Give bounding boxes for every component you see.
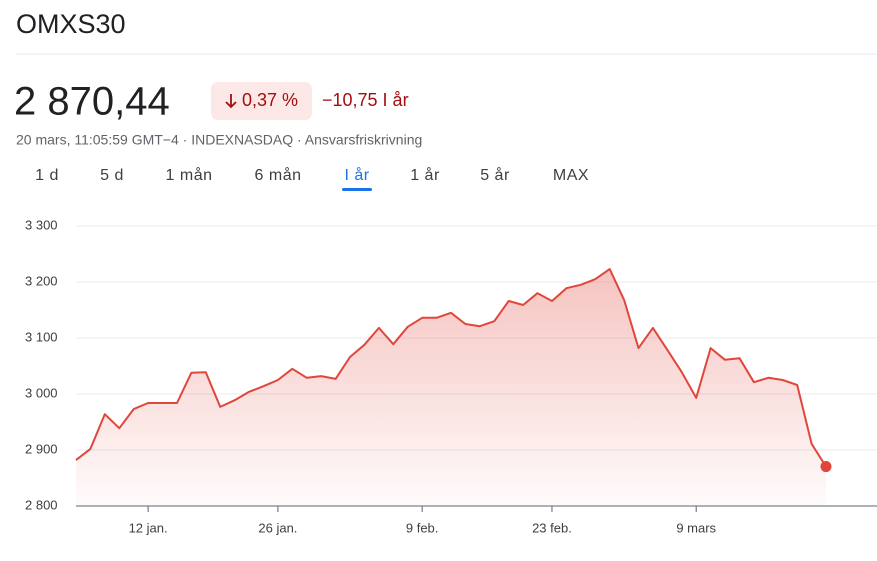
chart: 2 800 2 900 3 000 3 100 3 200 3 300 12 jan. 26 … — [25, 217, 877, 535]
line — [75, 268, 827, 468]
y-tick-label: 3 200 — [25, 273, 58, 288]
active-tab-indicator — [342, 188, 372, 191]
x-tick-label: 9 feb. — [406, 520, 439, 535]
range-tab[interactable]: 1 d — [35, 167, 59, 184]
y-tick-label: 3 100 — [25, 329, 58, 344]
y-tick-label: 2 800 — [25, 497, 58, 512]
range-tab[interactable]: 5 år — [480, 166, 510, 184]
range-tab[interactable]: 1 mån — [166, 166, 213, 184]
x-tick-label: 23 feb. — [532, 520, 572, 535]
range-tab[interactable]: MAX — [553, 167, 589, 184]
down-arrow — [225, 94, 237, 109]
range-tab[interactable]: 5 d — [100, 167, 124, 184]
change-abs: −10,75 I år — [322, 90, 409, 110]
meta: 20 mars, 11:05:59 GMT−4 · INDEXNASDAQ · … — [16, 132, 422, 148]
range-tab[interactable]: I år — [344, 166, 369, 184]
last-point — [820, 461, 832, 473]
price: 2 870,44 — [14, 80, 170, 124]
range-tab[interactable]: 1 år — [410, 166, 440, 184]
range-tab[interactable]: 6 mån — [255, 166, 302, 184]
y-tick-label: 3 300 — [25, 217, 58, 232]
y-tick-label: 3 000 — [25, 385, 58, 400]
area — [76, 269, 826, 506]
x-tick-label: 26 jan. — [258, 520, 297, 535]
title: OMXS30 — [16, 9, 126, 39]
change-pct: 0,37 % — [242, 90, 298, 110]
x-tick-label: 9 mars — [676, 520, 716, 535]
change-badge — [211, 82, 312, 120]
x-tick-label: 12 jan. — [129, 520, 168, 535]
y-tick-label: 2 900 — [25, 441, 58, 456]
range-tabs: 1 d 5 d 1 mån 6 mån I år 1 år 5 år MAX — [35, 166, 589, 191]
